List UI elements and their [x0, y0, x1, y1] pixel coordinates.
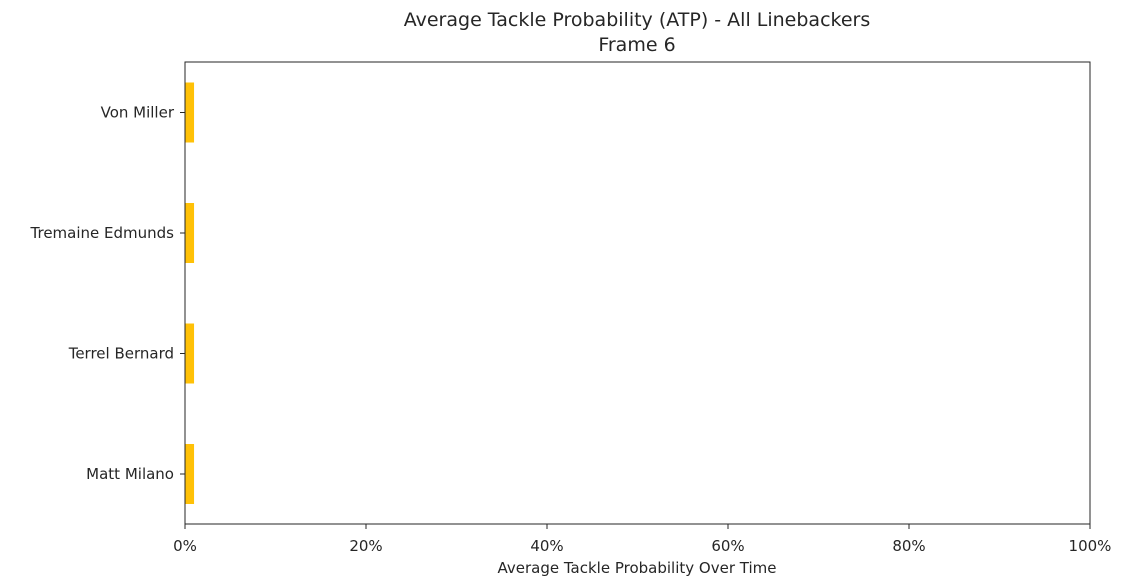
x-tick-label: 40% — [530, 537, 563, 555]
x-tick-label: 100% — [1069, 537, 1112, 555]
plot-frame — [184, 61, 1091, 525]
bar-matt-milano — [185, 444, 195, 504]
x-tick-label: 60% — [711, 537, 744, 555]
chart-subtitle: Frame 6 — [598, 34, 675, 56]
x-tick-label: 20% — [349, 537, 382, 555]
y-tick-label: Tremaine Edmunds — [30, 224, 175, 242]
chart-title: Average Tackle Probability (ATP) - All L… — [404, 9, 871, 31]
x-tick-label: 80% — [892, 537, 925, 555]
axes-layer: Von Miller Tremaine Edmunds Terrel Bernard… — [30, 104, 1112, 556]
bar-von-miller — [185, 82, 195, 143]
bar-terrel-bernard — [185, 323, 195, 384]
x-tick-label: 0% — [173, 537, 197, 555]
x-axis-label: Average Tackle Probability Over Time — [498, 559, 777, 577]
y-tick-label: Matt Milano — [86, 465, 174, 483]
bar-tremaine-edmunds — [185, 203, 195, 263]
bars-layer — [185, 82, 195, 504]
y-tick-label: Terrel Bernard — [68, 345, 174, 363]
y-tick-label: Von Miller — [101, 104, 175, 122]
